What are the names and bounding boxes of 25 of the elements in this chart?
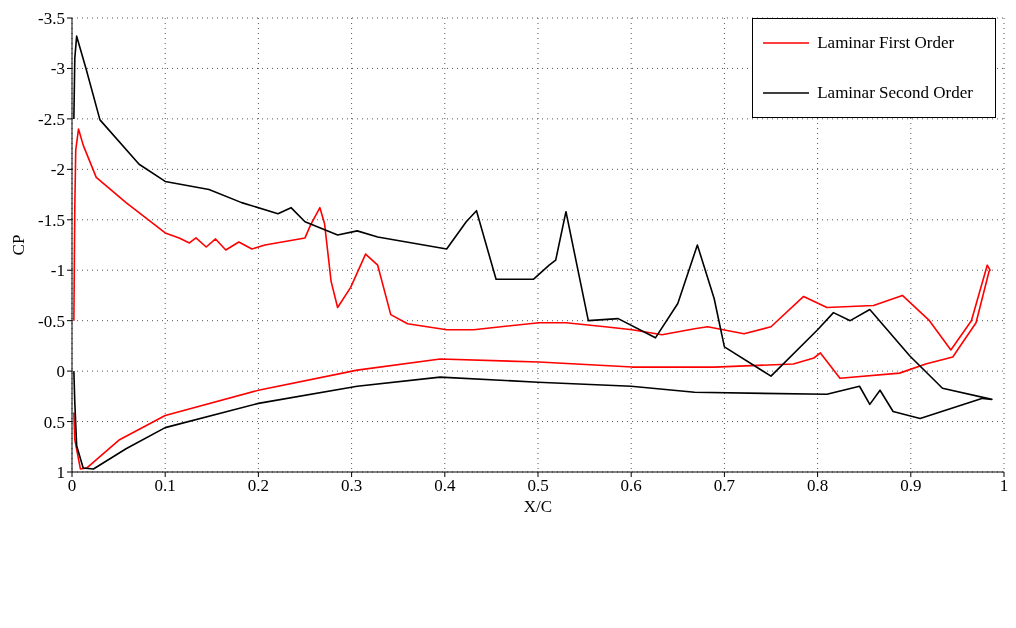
legend-label: Laminar First Order: [817, 33, 955, 53]
y-tick-label: -3.5: [38, 9, 65, 29]
x-tick-label: 0.6: [620, 476, 642, 496]
y-tick-label: -2: [50, 160, 65, 180]
line-series: [73, 128, 991, 470]
y-axis-title: CP: [9, 234, 29, 256]
x-axis-title: X/C: [523, 497, 553, 516]
y-tick-label: -2.5: [38, 109, 65, 129]
x-tick-label: 0.8: [806, 476, 829, 496]
y-tick-label: 0: [56, 362, 65, 382]
y-tick-label: 0.5: [43, 412, 65, 432]
y-tick-label: -1: [50, 261, 65, 281]
x-tick-label: 1: [999, 476, 1009, 496]
y-tick-label: 1: [56, 463, 65, 483]
x-tick-label: 0.1: [154, 476, 176, 496]
x-tick-label: 0.4: [434, 476, 456, 496]
y-tick-label: -0.5: [38, 311, 65, 331]
x-tick-label: 0.3: [340, 476, 363, 496]
y-tick-label: -1.5: [38, 210, 65, 230]
y-tick-label: -3: [50, 59, 65, 79]
x-tick-label: 0.9: [900, 476, 922, 496]
x-tick-label: 0.7: [713, 476, 736, 496]
x-tick-label: 0.5: [527, 476, 549, 496]
legend-label: Laminar Second Order: [817, 83, 973, 103]
x-tick-label: 0.2: [247, 476, 270, 496]
